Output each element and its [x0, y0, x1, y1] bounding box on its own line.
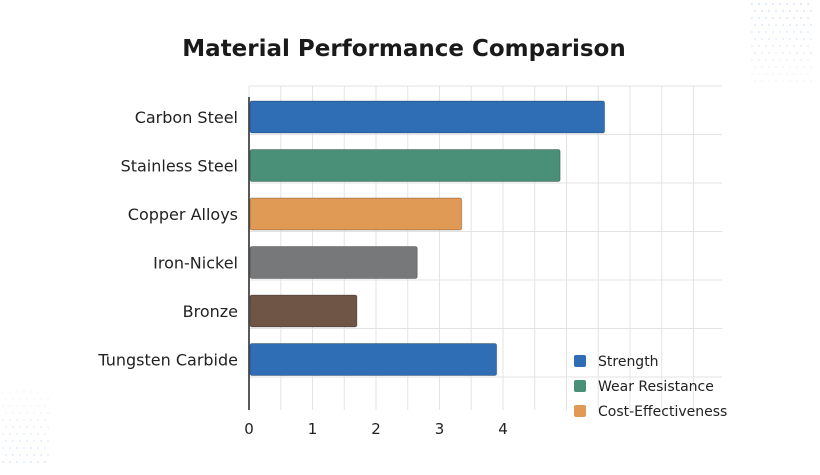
category-label: Iron-Nickel	[153, 254, 238, 273]
category-label: Copper Alloys	[128, 205, 238, 224]
x-tick-labels: 0 1 2 3 4	[244, 420, 508, 438]
decorative-dots-bottom-left	[1, 390, 50, 464]
bar-carbon-steel	[249, 100, 606, 134]
category-label: Bronze	[183, 302, 238, 321]
category-labels: Carbon Steel Stainless Steel Copper Alloys…	[97, 108, 238, 370]
legend-swatch	[574, 380, 586, 392]
x-tick-label: 4	[498, 420, 508, 438]
legend-swatch	[574, 355, 586, 367]
category-label: Tungsten Carbide	[97, 351, 238, 370]
bar-stainless-steel	[249, 149, 561, 182]
x-tick-label: 0	[244, 420, 254, 438]
legend-label: Strength	[598, 354, 659, 370]
decorative-dots-top-right	[750, 2, 813, 83]
bar-bronze	[249, 294, 358, 328]
legend: Strength Wear Resistance Cost-Effectivenes…	[574, 354, 727, 420]
x-tick-label: 2	[371, 420, 381, 438]
category-label: Carbon Steel	[135, 108, 238, 127]
bar-iron-nickel	[249, 246, 418, 279]
bars	[249, 100, 606, 376]
grid-lines	[248, 85, 722, 410]
legend-swatch	[574, 405, 586, 417]
bar-copper-alloys	[249, 197, 463, 231]
bar-tungsten-carbide	[249, 343, 498, 376]
x-tick-label: 3	[435, 420, 445, 438]
category-label: Stainless Steel	[121, 157, 238, 176]
x-tick-label: 1	[308, 420, 318, 438]
legend-label: Wear Resistance	[598, 379, 714, 395]
chart-title: Material Performance Comparison	[182, 36, 625, 62]
legend-label: Cost-Effectiveness	[598, 404, 727, 420]
